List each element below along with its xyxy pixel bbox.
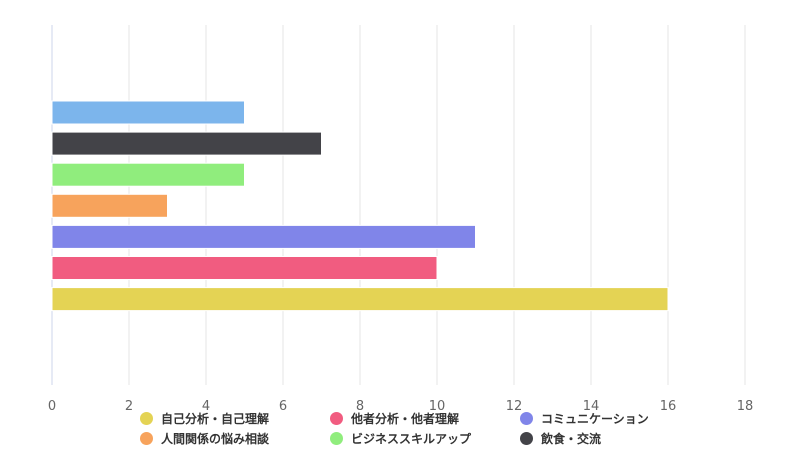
legend-item[interactable]: 人間関係の悩み相談 xyxy=(140,430,330,447)
legend-item[interactable]: 飲食・交流 xyxy=(520,430,710,447)
legend-label: ビジネススキルアップ xyxy=(351,432,472,446)
legend-marker xyxy=(140,432,153,445)
legend-marker xyxy=(140,412,153,425)
legend-marker xyxy=(520,432,533,445)
x-tick-label: 2 xyxy=(125,399,133,414)
legend-marker xyxy=(330,412,343,425)
bar xyxy=(51,100,245,125)
legend-item[interactable]: 自己分析・自己理解 xyxy=(140,410,330,427)
legend-label: 自己分析・自己理解 xyxy=(161,412,270,426)
x-tick-label: 8 xyxy=(356,399,364,414)
bar xyxy=(51,131,322,156)
bar xyxy=(51,287,669,312)
x-tick-label: 14 xyxy=(583,399,600,414)
legend-item[interactable]: ビジネススキルアップ xyxy=(330,430,520,447)
legend-item[interactable]: コミュニケーション xyxy=(520,410,710,427)
legend-item[interactable]: 他者分析・他者理解 xyxy=(330,410,520,427)
x-tick-label: 6 xyxy=(279,399,287,414)
bar xyxy=(51,162,245,187)
legend-label: 飲食・交流 xyxy=(541,432,602,446)
x-tick-label: 12 xyxy=(506,399,523,414)
legend-marker xyxy=(330,432,343,445)
legend: 自己分析・自己理解 他者分析・他者理解 コミュニケーション人間関係の悩み相談 ビジネス… xyxy=(140,410,700,447)
x-tick-label: 0 xyxy=(48,399,56,414)
legend-label: 人間関係の悩み相談 xyxy=(161,432,270,446)
legend-label: コミュニケーション xyxy=(541,412,649,426)
x-tick-label: 16 xyxy=(660,399,677,414)
bar xyxy=(51,256,438,280)
x-tick-label: 18 xyxy=(737,399,754,414)
x-tick-label: 4 xyxy=(202,399,210,414)
legend-label: 他者分析・他者理解 xyxy=(351,412,460,426)
x-tick-label: 10 xyxy=(429,399,446,414)
bar xyxy=(51,224,476,249)
legend-marker xyxy=(520,412,533,425)
bar xyxy=(51,193,168,218)
